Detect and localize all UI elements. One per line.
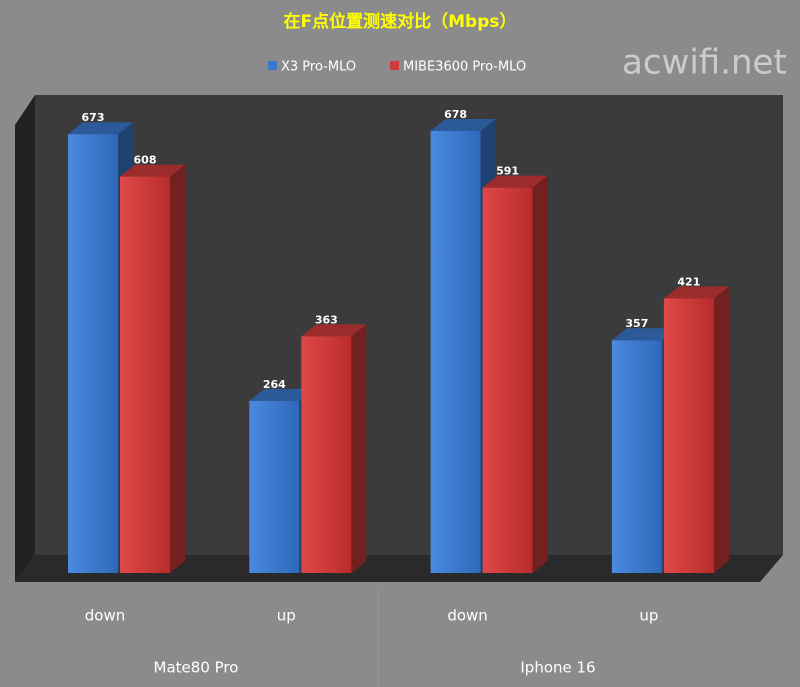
floor: [15, 555, 783, 582]
legend-label: MIBE3600 Pro-MLO: [403, 60, 526, 75]
x-tick-label: down: [447, 607, 487, 625]
legend-swatch: [268, 61, 277, 70]
bar-side: [532, 175, 548, 573]
bar: [249, 400, 300, 573]
bar: [482, 187, 533, 573]
legend-swatch: [390, 61, 399, 70]
group-label: Iphone 16: [520, 659, 595, 677]
value-label: 678: [444, 108, 467, 121]
value-label: 673: [82, 111, 105, 124]
bar-top: [120, 164, 185, 177]
left-wall: [15, 95, 35, 582]
bar: [120, 176, 170, 574]
plot: X3 Pro-MLO MIBE3600 Pro-MLO down 673 608 up 26…: [68, 60, 729, 677]
bar-top: [611, 328, 677, 341]
value-label: 264: [263, 378, 286, 391]
bar-side: [351, 324, 367, 573]
bar-top: [663, 286, 729, 299]
bar-side: [170, 164, 185, 574]
value-label: 591: [496, 165, 519, 178]
bar: [68, 134, 118, 574]
x-tick-label: up: [277, 607, 296, 625]
bar: [430, 130, 481, 573]
value-label: 357: [625, 317, 648, 330]
bar-top: [249, 388, 315, 401]
watermark: acwifi.net: [622, 43, 787, 83]
value-label: 363: [315, 313, 338, 326]
bar-top: [430, 118, 496, 131]
bar-side: [713, 286, 729, 573]
bar-top: [68, 122, 133, 135]
group-label: Mate80 Pro: [154, 659, 239, 677]
bar: [663, 298, 714, 573]
bar-top: [301, 324, 367, 337]
bar-top: [482, 175, 548, 188]
value-label: 421: [677, 276, 700, 289]
legend-label: X3 Pro-MLO: [281, 60, 356, 75]
bar: [301, 336, 352, 573]
x-tick-label: down: [85, 607, 125, 625]
chart-title: 在F点位置测速对比（Mbps）: [284, 11, 517, 32]
x-tick-label: up: [639, 607, 658, 625]
bar: [611, 340, 662, 573]
back-wall: [35, 95, 783, 555]
value-label: 608: [134, 154, 157, 167]
